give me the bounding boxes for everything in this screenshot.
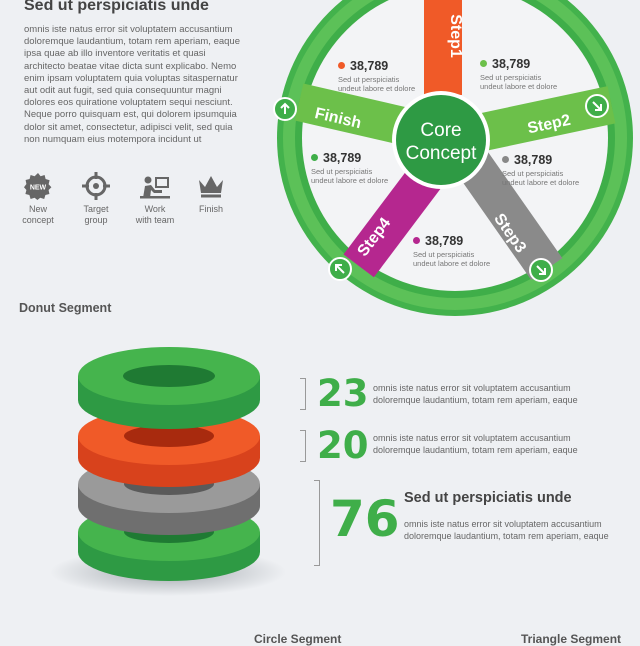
icon-item-work-with-team: Work with team [130,172,180,226]
stat-caption: Sed ut perspiciatis [413,250,475,259]
donut-layer-green-top [78,347,260,429]
concept-wheel: Step1 Step2 Step3 Step4 Finish Core Conc… [273,0,633,316]
stat-value: 38,789 [425,234,464,248]
icon-label: Finish [198,204,223,214]
arrow-icon [273,97,297,121]
spoke-label-step1: Step1 [447,14,464,58]
core-concept-circle [396,95,486,185]
arrow-icon [585,94,609,118]
icon-label: concept [22,215,54,225]
new-badge-icon: NEW [24,173,52,200]
stat-dot [480,60,487,68]
stat-number: 23 [317,372,369,415]
wheel-stat: 38,789 Sed ut perspiciatis undeut labore… [413,232,490,268]
circle-segment-title: Circle Segment [254,632,342,646]
target-icon [82,172,110,200]
wheel-stat: 38,789 Sed ut perspiciatis undeut labore… [338,57,415,93]
stat-value: 38,789 [514,153,553,167]
arrow-icon [529,258,553,282]
spoke-step1 [424,0,462,95]
stat-description: omnis iste natus error sit voluptatem ac… [373,383,578,405]
stat-heading: Sed ut perspiciatis unde [404,490,572,506]
stat-description: omnis iste natus error sit voluptatem ac… [404,519,609,541]
stat-caption: undeut labore et dolore [311,176,389,185]
icon-label: New [28,204,47,214]
stat-caption: undeut labore et dolore [338,84,416,93]
core-line2: Concept [406,143,477,164]
stat-caption: Sed ut perspiciatis [338,75,400,84]
stat-value: 38,789 [492,57,531,71]
donut-stack [50,347,286,596]
stat-value: 38,789 [323,151,362,165]
section-heading: Sed ut perspiciatis unde [24,0,209,14]
stat-dot [338,62,345,70]
stat-dot [311,154,318,162]
stat-value: 38,789 [350,59,389,73]
intro-paragraph: omnis iste natus error sit voluptatem ac… [24,24,240,145]
triangle-segment-title: Triangle Segment [521,632,622,646]
icon-label: group [84,215,108,225]
arrow-icon [328,257,352,281]
donut-title: Donut Segment [19,301,112,315]
core-line1: Core [420,120,461,141]
wheel-stat: 38,789 Sed ut perspiciatis undeut labore… [502,151,579,187]
stat-caption: undeut labore et dolore [413,259,491,268]
icon-item-finish: Finish [186,172,236,215]
icon-label: Work [144,204,166,214]
stat-dot [413,237,420,245]
crown-icon [199,176,223,198]
spoke-step2 [478,86,616,151]
stat-number: 76 [330,490,400,548]
bracket [300,378,306,410]
icon-label: Target [83,204,109,214]
spoke-step3 [455,150,563,280]
stat-caption: undeut labore et dolore [502,178,580,187]
stat-caption: Sed ut perspiciatis [502,169,564,178]
stat-caption: undeut labore et dolore [480,82,558,91]
stat-number: 20 [317,424,369,467]
stat-caption: Sed ut perspiciatis [480,73,542,82]
work-icon [140,176,170,199]
stat-description: omnis iste natus error sit voluptatem ac… [373,433,578,455]
icon-item-target-group: Target group [71,172,121,226]
wheel-stat: 38,789 Sed ut perspiciatis undeut labore… [311,149,388,185]
icon-item-new-concept: NEW New concept [13,172,63,226]
stat-caption: Sed ut perspiciatis [311,167,373,176]
stat-dot [502,156,509,164]
icon-label: with team [135,215,175,225]
wheel-stat: 38,789 Sed ut perspiciatis undeut labore… [480,55,557,91]
svg-text:NEW: NEW [30,185,47,192]
bracket [314,480,320,566]
bracket [300,430,306,462]
